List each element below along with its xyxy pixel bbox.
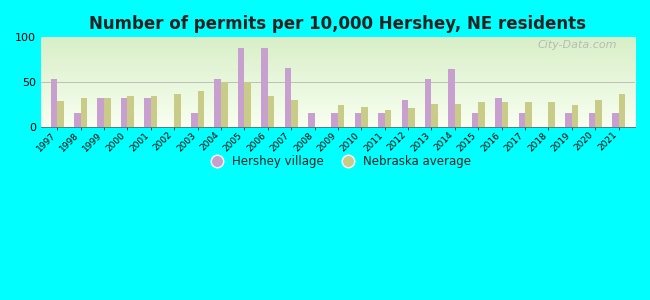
- Bar: [338, 104, 344, 127]
- Bar: [238, 48, 244, 127]
- Bar: [361, 107, 368, 127]
- Bar: [198, 91, 204, 127]
- Bar: [98, 98, 104, 127]
- Bar: [355, 113, 361, 127]
- Bar: [425, 80, 432, 127]
- Bar: [104, 98, 110, 127]
- Bar: [268, 96, 274, 127]
- Legend: Hershey village, Nebraska average: Hershey village, Nebraska average: [200, 151, 476, 173]
- Bar: [151, 96, 157, 127]
- Bar: [478, 102, 485, 127]
- Bar: [595, 100, 602, 127]
- Text: City-Data.com: City-Data.com: [538, 40, 618, 50]
- Bar: [74, 113, 81, 127]
- Bar: [495, 98, 502, 127]
- Bar: [572, 104, 578, 127]
- Bar: [525, 102, 532, 127]
- Bar: [385, 110, 391, 127]
- Bar: [127, 96, 134, 127]
- Bar: [308, 112, 315, 127]
- Bar: [221, 82, 228, 127]
- Bar: [455, 103, 461, 127]
- Bar: [502, 102, 508, 127]
- Bar: [191, 113, 198, 127]
- Bar: [81, 98, 87, 127]
- Bar: [448, 69, 455, 127]
- Bar: [121, 98, 127, 127]
- Bar: [261, 48, 268, 127]
- Bar: [291, 100, 298, 127]
- Bar: [285, 68, 291, 127]
- Bar: [378, 113, 385, 127]
- Bar: [519, 113, 525, 127]
- Bar: [332, 113, 338, 127]
- Bar: [57, 101, 64, 127]
- Bar: [432, 103, 438, 127]
- Bar: [472, 113, 478, 127]
- Bar: [51, 80, 57, 127]
- Bar: [144, 98, 151, 127]
- Bar: [174, 94, 181, 127]
- Bar: [549, 102, 555, 127]
- Title: Number of permits per 10,000 Hershey, NE residents: Number of permits per 10,000 Hershey, NE…: [90, 15, 586, 33]
- Bar: [402, 100, 408, 127]
- Bar: [566, 113, 572, 127]
- Bar: [612, 113, 619, 127]
- Bar: [589, 113, 595, 127]
- Bar: [244, 82, 251, 127]
- Bar: [214, 80, 221, 127]
- Bar: [408, 108, 415, 127]
- Bar: [619, 94, 625, 127]
